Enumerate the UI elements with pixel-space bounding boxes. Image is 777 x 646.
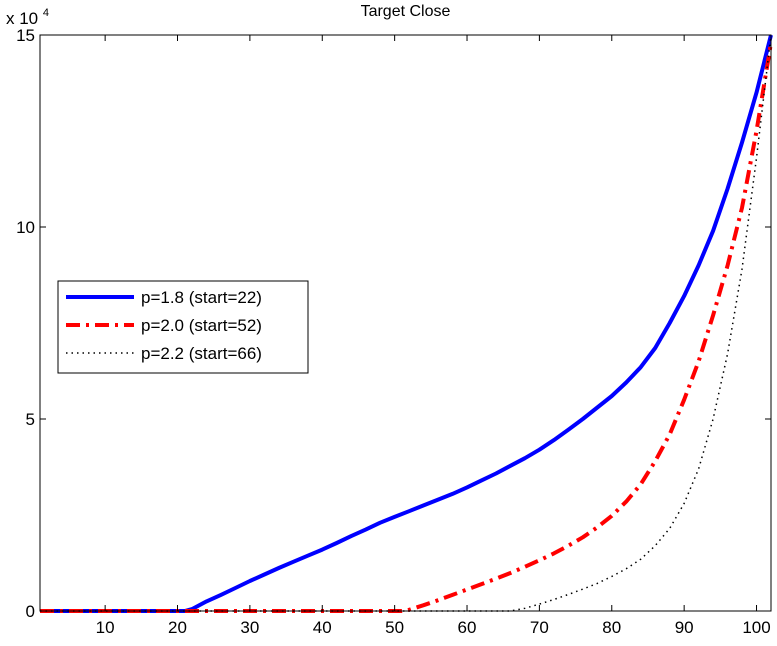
x-tick-label: 40 <box>313 618 332 637</box>
x-tick-label: 100 <box>742 618 770 637</box>
y-tick-label: 0 <box>26 602 35 621</box>
y-tick-label: 15 <box>16 26 35 45</box>
x-tick-label: 50 <box>385 618 404 637</box>
series-line <box>40 34 773 613</box>
y-multiplier-base: x 10 <box>6 9 38 28</box>
x-tick-label: 70 <box>530 618 549 637</box>
y-axis-multiplier: x 10 4 <box>6 7 49 28</box>
legend-label: p=1.8 (start=22) <box>141 288 262 307</box>
plot-frame <box>39 34 772 612</box>
legend-label: p=2.2 (start=66) <box>141 344 262 363</box>
x-tick-label: 10 <box>96 618 115 637</box>
series-layer <box>40 34 773 613</box>
x-tick-label: 30 <box>240 618 259 637</box>
legend-label: p=2.0 (start=52) <box>141 316 262 335</box>
series-line <box>40 42 773 613</box>
y-tick-label: 10 <box>16 218 35 237</box>
x-tick-label: 80 <box>602 618 621 637</box>
x-tick-label: 60 <box>458 618 477 637</box>
y-multiplier-exponent: 4 <box>43 7 49 19</box>
legend: p=1.8 (start=22) p=2.0 (start=52) p=2.2 (s… <box>57 280 309 374</box>
x-tick-label: 20 <box>168 618 187 637</box>
y-tick-label: 5 <box>26 410 35 429</box>
chart-title: Target Close <box>361 3 451 20</box>
axis-layer: 10 20 30 40 50 60 70 80 90 100 0 5 10 15 <box>16 26 771 637</box>
x-tick-label: 90 <box>675 618 694 637</box>
